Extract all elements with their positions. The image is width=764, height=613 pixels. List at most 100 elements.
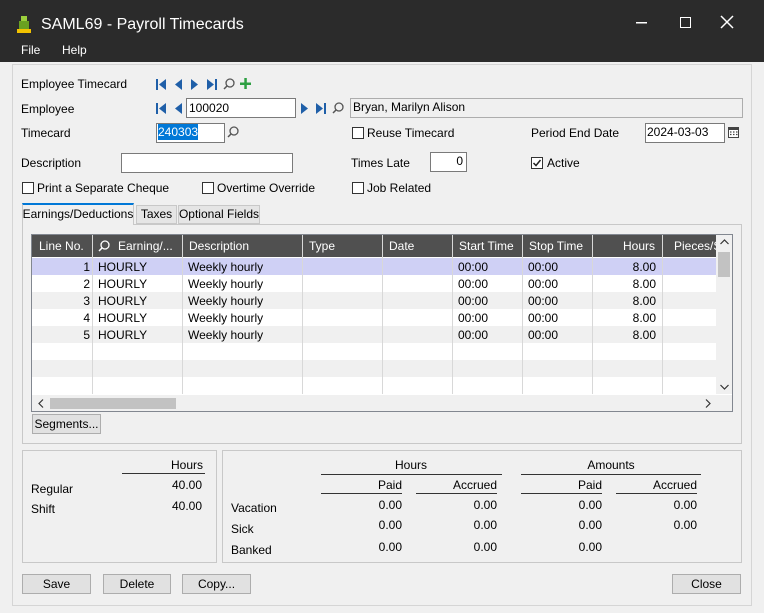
grid-row[interactable] (32, 377, 716, 394)
grid-column-header[interactable]: Pieces/S (674, 239, 722, 253)
grid-column-header[interactable]: Line No. (39, 239, 84, 253)
scroll-right[interactable] (705, 399, 711, 408)
tab-panel (22, 224, 742, 444)
button[interactable] (22, 574, 91, 594)
nav-next[interactable] (301, 102, 309, 115)
grid-cell: Weekly hourly (188, 277, 264, 291)
checkbox-checked[interactable] (531, 157, 543, 169)
grid-cell: HOURLY (98, 294, 148, 308)
window-frame (12, 64, 752, 606)
grid-column-separator (522, 235, 523, 394)
grid-column-separator (592, 235, 593, 394)
button[interactable] (32, 414, 101, 434)
tab-label: Earnings/Deductions (22, 207, 134, 221)
row-label: Banked (231, 543, 272, 557)
grid-cell: Weekly hourly (188, 260, 264, 274)
close-button[interactable] (720, 15, 734, 29)
checkbox[interactable] (202, 182, 214, 194)
employee-name-field (350, 98, 743, 118)
grid-cell: 00:00 (528, 277, 559, 291)
grid-cell: 5 (83, 328, 90, 342)
grid-row[interactable] (32, 292, 716, 309)
button[interactable] (672, 574, 741, 594)
button[interactable] (182, 574, 251, 594)
value: 0.00 (378, 518, 402, 532)
grid-cell: 00:00 (528, 311, 559, 325)
checkbox[interactable] (352, 127, 364, 139)
nav-next[interactable] (191, 78, 199, 91)
employee-name: Bryan, Marilyn Alison (353, 100, 466, 114)
grid-cell: 2 (83, 277, 90, 291)
grid-column-separator (662, 235, 663, 394)
column-header: Hours (170, 458, 203, 472)
checkbox-label: Overtime Override (217, 181, 316, 195)
minimize-button[interactable] (636, 22, 648, 24)
finder[interactable] (223, 78, 237, 90)
value: 40.00 (171, 499, 202, 513)
input-text: 0 (456, 154, 463, 168)
grid-row[interactable] (32, 360, 716, 377)
value: 0.00 (578, 540, 602, 554)
row-label: Shift (31, 502, 56, 516)
label: Timecard (21, 126, 71, 140)
nav-last[interactable] (316, 102, 327, 115)
checkbox[interactable] (352, 182, 364, 194)
grid-cell: 00:00 (458, 277, 489, 291)
grid-cell: 8.00 (632, 328, 656, 342)
tab[interactable] (178, 205, 260, 224)
nav-prev[interactable] (175, 102, 183, 115)
checkbox[interactable] (22, 182, 34, 194)
grid-column-header[interactable]: Start Time (459, 239, 514, 253)
nav-last[interactable] (207, 78, 218, 91)
grid-column-header[interactable]: Earning/... (118, 239, 173, 253)
grid-column-header[interactable]: Description (189, 239, 250, 253)
grid-row[interactable] (32, 343, 716, 360)
button-label: Segments... (34, 417, 99, 431)
grid-column-header[interactable]: Date (389, 239, 415, 253)
column-header: Paid (377, 478, 402, 492)
grid-cell: 1 (83, 260, 90, 274)
label: Employee Timecard (21, 77, 128, 91)
period-end-date-input[interactable] (645, 123, 725, 143)
nav-first[interactable] (156, 102, 167, 115)
app-icon (17, 16, 31, 33)
calendar-button[interactable] (728, 126, 739, 138)
maximize-button[interactable] (680, 17, 691, 28)
header-rule (521, 493, 602, 494)
button[interactable] (103, 574, 171, 594)
grid-cell: 00:00 (458, 260, 489, 274)
scroll-thumb[interactable] (50, 398, 176, 409)
menu-item[interactable]: Help (62, 43, 87, 57)
grid-cell: 00:00 (528, 294, 559, 308)
row-label: Regular (31, 482, 74, 496)
nav-prev[interactable] (175, 78, 183, 91)
scroll-thumb[interactable] (718, 252, 730, 277)
finder[interactable] (227, 126, 241, 138)
grid-column-header[interactable]: Type (309, 239, 336, 253)
times-late-input[interactable] (430, 152, 467, 172)
description-input[interactable] (121, 153, 293, 173)
scroll-up[interactable] (720, 239, 729, 245)
scroll-left[interactable] (38, 399, 44, 408)
nav-first[interactable] (156, 78, 167, 91)
employee-id-input[interactable] (186, 98, 296, 118)
grid-row[interactable] (32, 309, 716, 326)
tab[interactable] (136, 205, 177, 224)
window-title: SAML69 - Payroll Timecards (41, 16, 244, 33)
column-header: Paid (577, 478, 602, 492)
finder[interactable] (332, 102, 346, 114)
grid-cell: 8.00 (632, 311, 656, 325)
column-finder (98, 240, 110, 252)
row-label: Sick (231, 522, 254, 536)
tab-active[interactable] (22, 203, 134, 225)
scroll-down[interactable] (720, 384, 729, 390)
value: 0.00 (578, 518, 602, 532)
grid-row[interactable] (32, 326, 716, 343)
grid-column-header[interactable]: Hours (622, 239, 655, 253)
grid-column-header[interactable]: Stop Time (529, 239, 584, 253)
grid-row-selected[interactable] (32, 258, 716, 275)
button-label: Delete (119, 577, 155, 591)
add-button[interactable] (240, 78, 252, 90)
grid-row[interactable] (32, 275, 716, 292)
menu-item[interactable]: File (21, 43, 41, 57)
